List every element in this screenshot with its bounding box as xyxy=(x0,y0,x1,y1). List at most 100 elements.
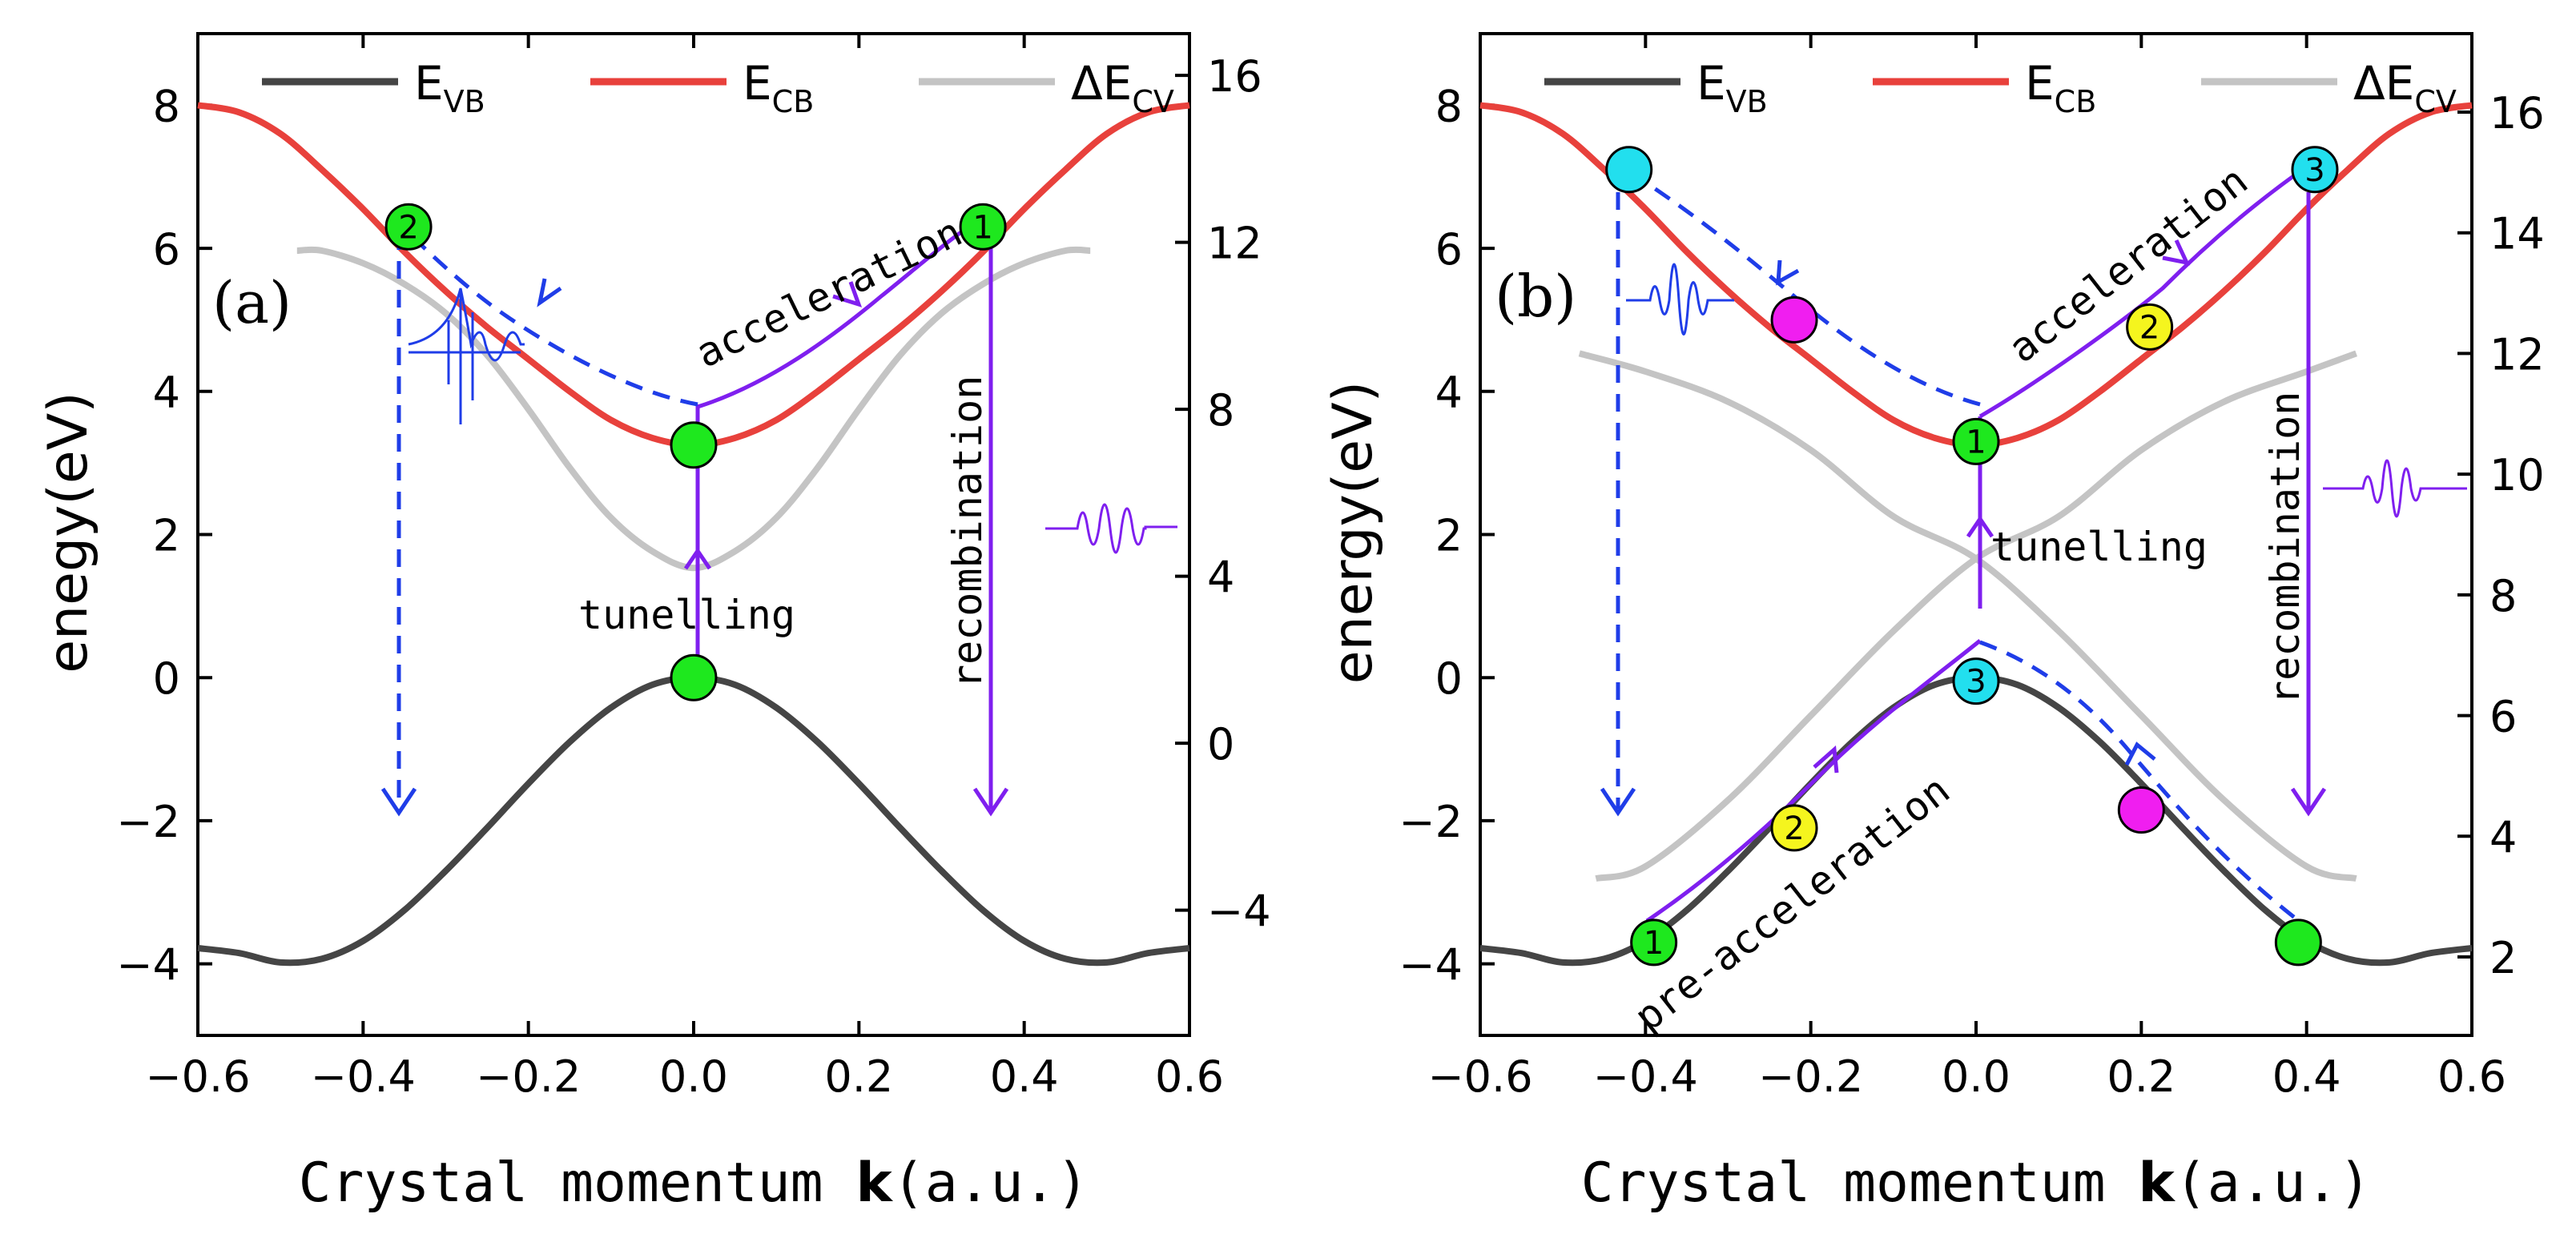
y-tick-label: 0 xyxy=(1435,653,1463,704)
y2-tick-label: −4 xyxy=(1207,886,1271,937)
panel-b-ylabel: energy(eV) xyxy=(1322,381,1385,684)
legend-label-cb: ECB xyxy=(2025,56,2096,119)
y-tick-label: 8 xyxy=(1435,81,1463,131)
emitted-pulse-purple-b xyxy=(2323,459,2467,518)
acceleration-path-b xyxy=(1978,164,2308,419)
state-marker xyxy=(670,421,718,469)
x-tick-label: 0.2 xyxy=(824,1051,893,1102)
series-line-e-cb xyxy=(197,102,1190,448)
pre-acceleration-arrowhead xyxy=(1813,745,1839,774)
series-line-e-vb xyxy=(197,674,1190,967)
state-marker xyxy=(2291,146,2339,194)
x-tick-label: 0.0 xyxy=(659,1051,728,1102)
state-marker-label: 2 xyxy=(398,209,418,246)
legend-label-cv: ΔECV xyxy=(2353,56,2457,119)
state-marker-label: 2 xyxy=(2139,309,2159,346)
panel-a-frame xyxy=(196,32,1191,1037)
state-marker xyxy=(2117,786,2165,834)
panel-a-label: (a) xyxy=(212,269,292,336)
legend-label-vb: EVB xyxy=(1697,56,1768,119)
panel-b-label: (b) xyxy=(1495,263,1576,330)
legend-label-cb: ECB xyxy=(743,56,814,119)
panel-a-xlabel: Crystal momentum k(a.u.) xyxy=(299,1152,1089,1215)
recombination-arrowhead xyxy=(972,787,1009,817)
panel-a-ylabel: enegy(eV) xyxy=(37,392,100,673)
y2-tick-label: 0 xyxy=(1207,719,1234,770)
backscatter-lower-arrowhead xyxy=(2124,742,2156,766)
panel-b-legend: EVB ECB ΔECV xyxy=(1544,56,2457,119)
annotation-tunelling-b: tunelling xyxy=(1990,524,2208,570)
panel-b-curves xyxy=(1479,102,2473,967)
state-marker xyxy=(1952,657,2000,705)
y2-tick-label: 4 xyxy=(1207,553,1234,603)
state-marker xyxy=(2274,918,2322,967)
y-tick-label: −4 xyxy=(116,940,180,991)
state-marker xyxy=(1770,804,1818,852)
y2-tick-label: 8 xyxy=(1207,385,1234,436)
series-line--e-cv-lower- xyxy=(1595,350,2357,882)
emitted-pulse-blue-body xyxy=(409,288,521,424)
y-tick-label: −4 xyxy=(1399,940,1463,991)
dashed-recombination-arrowhead-b xyxy=(1600,787,1636,817)
x-tick-label: −0.2 xyxy=(1758,1051,1863,1102)
y-tick-label: 2 xyxy=(153,511,180,561)
x-tick-label: −0.6 xyxy=(145,1051,250,1102)
panel-a-curves xyxy=(197,102,1190,967)
y2-tick-label: 4 xyxy=(2489,812,2517,862)
emitted-pulse-blue xyxy=(408,287,525,362)
y2-tick-label: 2 xyxy=(2489,933,2517,983)
state-marker xyxy=(1605,146,1653,194)
x-tick-label: 0.4 xyxy=(990,1051,1059,1102)
state-marker xyxy=(670,653,718,701)
panel-a-legend: EVB ECB ΔECV xyxy=(262,56,1174,119)
series-line--e-cv-upper- xyxy=(1578,350,2357,882)
panel-b: −0.6 −0.4 −0.2 0.0 0.2 0.4 0.6 −4 −2 0 2 4 6 8 2 4 6 8 10 1… xyxy=(1322,32,2545,1215)
y-tick-label: 2 xyxy=(1435,511,1463,561)
state-marker xyxy=(1630,918,1678,967)
series-line-e-vb xyxy=(1479,674,2473,967)
acceleration-arrowhead-b xyxy=(2162,239,2191,266)
state-marker-label: 2 xyxy=(1784,810,1804,847)
y2-tick-label: 16 xyxy=(1207,51,1262,102)
y2-tick-label: 14 xyxy=(2489,209,2545,259)
panel-b-xlabel: Crystal momentum k(a.u.) xyxy=(1581,1152,2372,1215)
x-tick-label: −0.2 xyxy=(476,1051,581,1102)
state-marker-label: 1 xyxy=(1966,424,1986,460)
x-tick-label: −0.4 xyxy=(311,1051,416,1102)
tunnelling-arrowhead-b xyxy=(1966,515,1994,538)
y2-tick-label: 12 xyxy=(2489,329,2545,380)
acceleration-path xyxy=(697,212,991,409)
backscatter-arrowhead-b xyxy=(1776,259,1800,286)
y2-tick-label: 8 xyxy=(2489,571,2517,621)
state-marker-label: 3 xyxy=(2304,152,2324,189)
y-tick-label: −2 xyxy=(116,797,180,847)
x-tick-label: −0.4 xyxy=(1593,1051,1698,1102)
state-marker xyxy=(384,203,433,251)
y-tick-label: 4 xyxy=(1435,368,1463,418)
panel-b-ticks: −0.6 −0.4 −0.2 0.0 0.2 0.4 0.6 −4 −2 0 2 4 6 8 2 4 6 8 10 1… xyxy=(1399,34,2545,1102)
recombination-arrowhead-b xyxy=(2290,787,2327,817)
x-tick-label: 0.6 xyxy=(2437,1051,2506,1102)
backscatter-arrowhead xyxy=(537,278,562,307)
dashed-recombination-arrowhead xyxy=(380,787,417,817)
y-tick-label: 6 xyxy=(153,224,180,275)
legend-label-vb: EVB xyxy=(414,56,485,119)
y-tick-label: −2 xyxy=(1399,797,1463,847)
y-tick-label: 6 xyxy=(1435,224,1463,275)
acceleration-arrowhead xyxy=(832,281,863,307)
panel-a-process-arrows xyxy=(380,212,1177,817)
x-tick-label: 0.2 xyxy=(2107,1051,2176,1102)
annotation-recombination-b: recombination xyxy=(2262,392,2308,705)
annotation-recombination: recombination xyxy=(944,376,991,689)
state-marker xyxy=(1952,417,2000,465)
state-marker xyxy=(1770,295,1818,344)
x-tick-label: 0.0 xyxy=(1942,1051,2010,1102)
legend-label-cv: ΔECV xyxy=(1071,56,1174,119)
y2-tick-label: 16 xyxy=(2489,88,2545,139)
y2-tick-label: 12 xyxy=(1207,219,1262,269)
panel-a: −0.6 −0.4 −0.2 0.0 0.2 0.4 0.6−4−202468−404812… xyxy=(37,32,1271,1215)
x-tick-label: 0.4 xyxy=(2272,1051,2341,1102)
emitted-pulse-blue-b xyxy=(1626,263,1734,336)
